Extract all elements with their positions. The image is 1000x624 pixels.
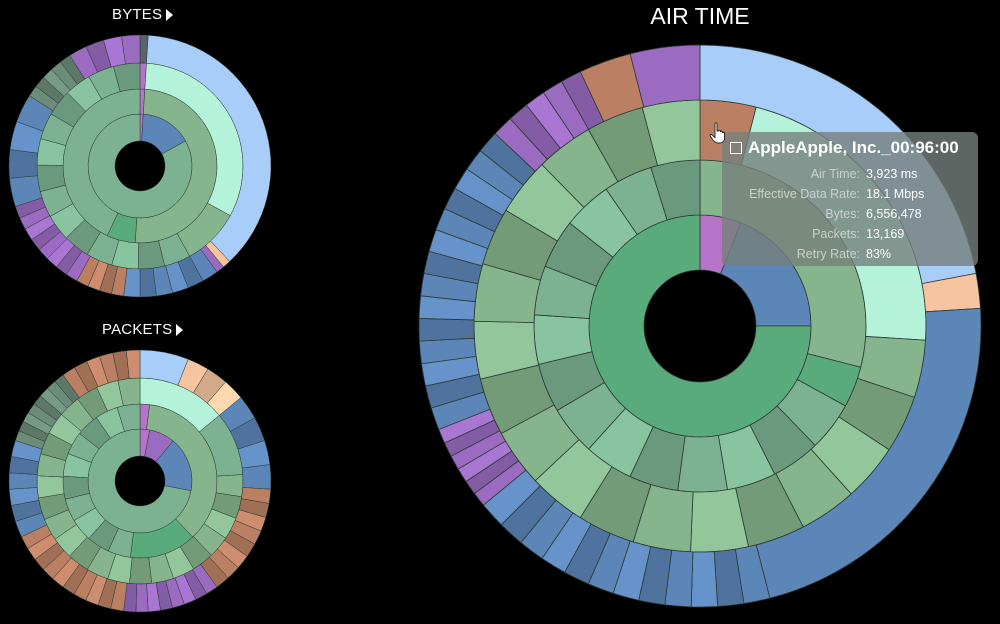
packets-header[interactable]: PACKETS <box>102 321 184 338</box>
tooltip-row-packets: Packets: 13,169 <box>730 224 966 244</box>
tooltip-title: AppleApple, Inc._00:96:00 <box>748 138 959 157</box>
tooltip-value: 18.1 Mbps <box>866 187 925 201</box>
sunburst-segment-ring3-5-4[interactable] <box>418 318 475 342</box>
tooltip-row-data-rate: Effective Data Rate: 18.1 Mbps <box>730 184 966 204</box>
tooltip-value: 3,923 ms <box>866 167 918 181</box>
tooltip-key: Retry Rate: <box>796 247 860 261</box>
sunburst-segment-ring3-6-3[interactable] <box>8 472 38 490</box>
bytes-title: BYTES <box>112 6 163 23</box>
sunburst-segment-ring3-3-2[interactable] <box>690 551 719 608</box>
sunburst-segment-ring3-9-3[interactable] <box>121 34 141 65</box>
sunburst-segment-ring2-2-7[interactable] <box>129 557 153 585</box>
tooltip-key: Effective Data Rate: <box>749 187 860 201</box>
sunburst-segment-ring1-2-3[interactable] <box>677 435 728 493</box>
tooltip-row-bytes: Bytes: 6,556,478 <box>730 204 966 224</box>
hand-cursor-icon <box>709 122 725 144</box>
sunburst-segment-ring3-2-3[interactable] <box>241 464 272 490</box>
packets-sunburst[interactable] <box>8 349 272 613</box>
airtime-title: AIR TIME <box>650 3 750 29</box>
expand-packets-icon[interactable] <box>176 323 184 336</box>
device-tooltip: AppleApple, Inc._00:96:00 Air Time: 3,92… <box>722 132 978 266</box>
bytes-header[interactable]: BYTES <box>112 6 174 23</box>
expand-bytes-icon[interactable] <box>166 8 174 21</box>
bytes-sunburst[interactable] <box>8 34 272 298</box>
device-swatch-icon <box>730 142 742 154</box>
tooltip-row-retry-rate: Retry Rate: 83% <box>730 244 966 264</box>
tooltip-value: 83% <box>866 247 892 261</box>
tooltip-value: 6,556,478 <box>866 207 922 221</box>
sunburst-segment-ring3-8[interactable] <box>629 44 701 108</box>
sunburst-segment-ring3-4-6[interactable] <box>135 583 149 613</box>
airtime-sunburst[interactable] <box>418 44 982 608</box>
tooltip-key: Packets: <box>812 227 860 241</box>
tooltip-key: Air Time: <box>810 167 860 181</box>
tooltip-row-airtime: Air Time: 3,923 ms <box>730 164 966 184</box>
tooltip-value: 13,169 <box>866 227 905 241</box>
tooltip-key: Bytes: <box>825 207 860 221</box>
sunburst-segment-ring3-7-1[interactable] <box>8 149 39 179</box>
packets-title: PACKETS <box>102 321 173 338</box>
sunburst-segment-ring3-8-5[interactable] <box>126 349 141 379</box>
